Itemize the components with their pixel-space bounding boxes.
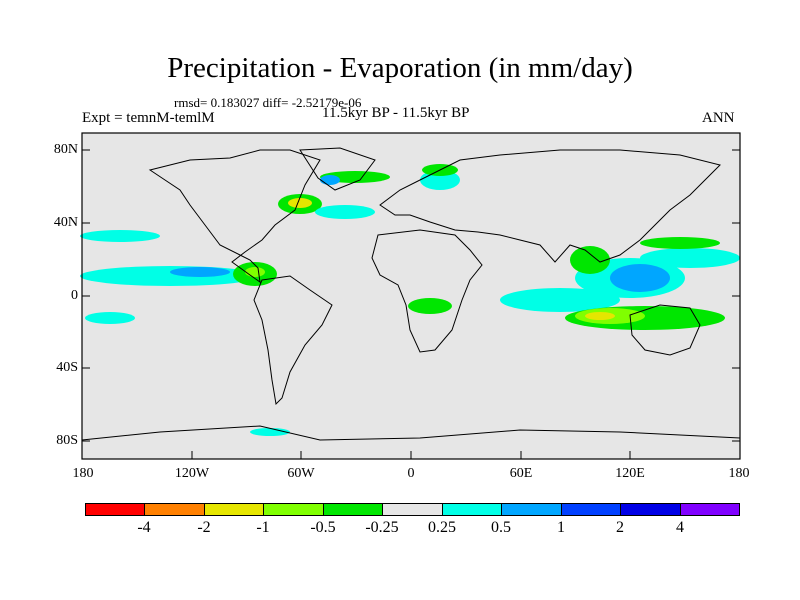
colorbar-box [204, 504, 265, 515]
colorbar [85, 503, 740, 516]
coast-north-america [148, 149, 321, 284]
coast-eurasia [379, 149, 721, 263]
tick-marks [82, 149, 740, 459]
colorbar-label: 2 [616, 519, 624, 536]
season-label: ANN [702, 110, 735, 126]
colorbar-box [383, 504, 443, 515]
coastlines [81, 147, 741, 441]
colorbar-label: -1 [256, 519, 270, 536]
anomaly-region [570, 246, 610, 274]
colorbar-label: -4 [137, 519, 151, 536]
anomaly-region [408, 298, 452, 314]
lat-label: 40N [53, 215, 78, 230]
colorbar-box [502, 504, 562, 515]
colorbar-box [86, 504, 146, 515]
stats-text: rmsd= 0.183027 diff= -2.52179e-06 [174, 95, 362, 110]
colorbar-label: -0.5 [310, 519, 336, 536]
lat-label: 80N [53, 142, 78, 157]
coast-africa [371, 229, 483, 353]
lon-label: 180 [728, 466, 750, 481]
coast-greenland [299, 147, 376, 191]
period-label: 11.5kyr BP - 11.5kyr BP [322, 105, 470, 121]
lat-label: 0 [71, 288, 78, 303]
lon-label: 60E [509, 466, 533, 481]
anomaly-region [80, 266, 260, 286]
colorbar-box [561, 504, 622, 515]
colorbar-label: 4 [676, 519, 684, 536]
colorbar-label: 1 [557, 519, 565, 536]
plot-title: Precipitation - Evaporation (in mm/day) [167, 52, 633, 84]
anomaly-region [320, 175, 340, 185]
colorbar-box [264, 504, 324, 515]
anomaly-region [640, 237, 720, 249]
lon-label: 60W [287, 466, 315, 481]
coast-australia [629, 304, 701, 356]
anomaly-region [640, 248, 740, 268]
colorbar-box [442, 504, 503, 515]
anomaly-region [315, 205, 375, 219]
anomaly-region [585, 312, 615, 320]
anomaly-region [85, 312, 135, 324]
anomaly-region [288, 198, 312, 208]
lon-label: 120E [615, 466, 645, 481]
lat-label: 80S [56, 433, 78, 448]
colorbar-label: 0.25 [428, 519, 456, 536]
colorbar-box [621, 504, 681, 515]
anomaly-region [245, 267, 265, 277]
anomaly-region [170, 267, 230, 277]
experiment-label: Expt = temnM-temlM [82, 110, 215, 126]
anomaly-region [500, 288, 620, 312]
anomaly-region [250, 428, 290, 436]
lon-label: 180 [72, 466, 94, 481]
colorbar-box [323, 504, 384, 515]
lon-label: 120W [174, 466, 210, 481]
lat-label: 40S [56, 360, 78, 375]
colorbar-box [680, 504, 739, 515]
colorbar-label: -2 [197, 519, 211, 536]
colorbar-label: 0.5 [491, 519, 511, 536]
coast-south-america [253, 275, 333, 406]
lon-label: 0 [407, 466, 415, 481]
colorbar-label: -0.25 [365, 519, 399, 536]
anomaly-region [610, 264, 670, 292]
anomaly-fields [80, 164, 740, 436]
anomaly-region [80, 230, 160, 242]
coast-antarctica [81, 425, 741, 441]
colorbar-box [145, 504, 205, 515]
